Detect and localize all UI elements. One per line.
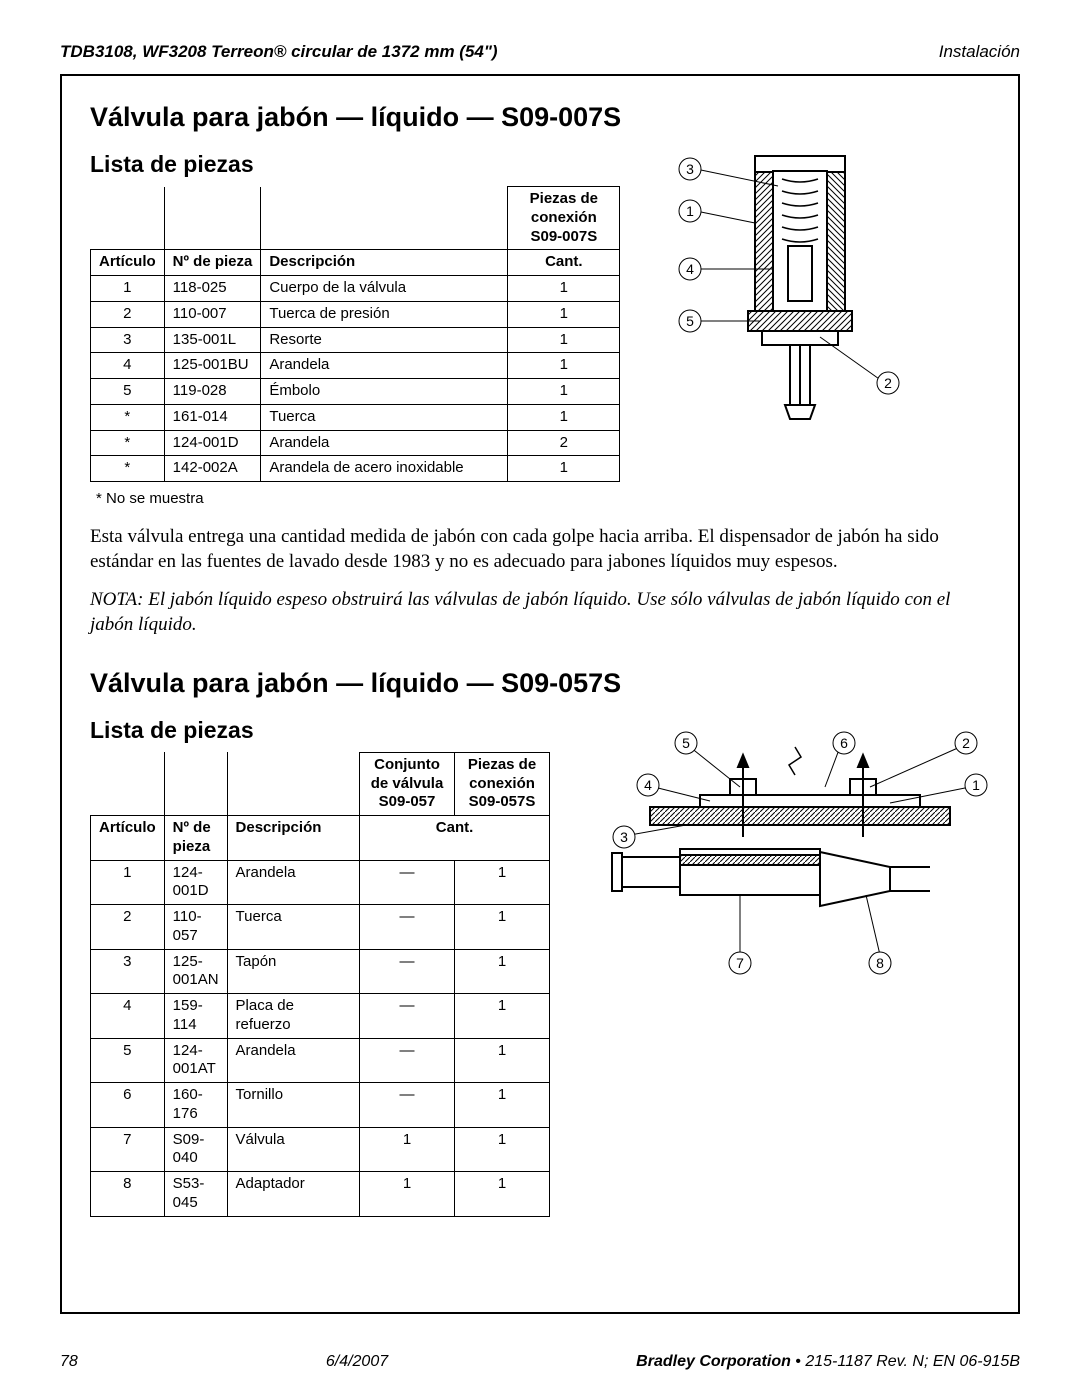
- footer-right: Bradley Corporation • 215-1187 Rev. N; E…: [636, 1353, 1020, 1371]
- table-row: 2110-007Tuerca de presión1: [91, 301, 620, 327]
- svg-text:1: 1: [686, 203, 694, 219]
- svg-text:1: 1: [972, 777, 980, 793]
- section2-subhead: Lista de piezas: [90, 717, 550, 744]
- table-row: 5119-028Émbolo1: [91, 379, 620, 405]
- top-header-b: Piezas de conexión S09-057S: [455, 752, 550, 815]
- section1-paragraph: Esta válvula entrega una cantidad medida…: [90, 525, 990, 574]
- footer-date: 6/4/2007: [78, 1353, 636, 1371]
- table-row: 1124-001DArandela—1: [91, 860, 550, 905]
- svg-text:3: 3: [620, 829, 628, 845]
- footer-page-number: 78: [60, 1353, 78, 1371]
- page-header: TDB3108, WF3208 Terreon® circular de 137…: [60, 42, 1020, 68]
- col-nopieza2: Nº de pieza: [164, 816, 227, 861]
- col-cant2: Cant.: [360, 816, 550, 861]
- col-articulo2: Artículo: [91, 816, 165, 861]
- section2-title: Válvula para jabón — líquido — S09-057S: [90, 668, 990, 699]
- page-footer: 78 6/4/2007 Bradley Corporation • 215-11…: [60, 1353, 1020, 1371]
- table-row: *142-002AArandela de acero inoxidable1: [91, 456, 620, 482]
- table-row: 4159-114Placa de refuerzo—1: [91, 994, 550, 1039]
- svg-text:8: 8: [876, 955, 884, 971]
- section2-table: Conjunto de válvula S09-057 Piezas de co…: [90, 752, 550, 1217]
- table-row: 2110-057Tuerca—1: [91, 905, 550, 950]
- header-right: Instalación: [939, 42, 1020, 62]
- table-row: 5124-001ATArandela—1: [91, 1038, 550, 1083]
- table-row: 8S53-045Adaptador11: [91, 1172, 550, 1217]
- header-left: TDB3108, WF3208 Terreon® circular de 137…: [60, 42, 498, 62]
- section1-subhead: Lista de piezas: [90, 151, 620, 178]
- table-row: 3135-001LResorte1: [91, 327, 620, 353]
- section2-diagram: 5 6 2 4 1 3 7 8: [590, 717, 990, 997]
- svg-text:6: 6: [840, 735, 848, 751]
- table-row: 4125-001BUArandela1: [91, 353, 620, 379]
- footer-docrev: • 215-1187 Rev. N; EN 06-915B: [791, 1353, 1020, 1370]
- col-cant: Cant.: [508, 250, 620, 276]
- top-header-1: Piezas de conexión S09-007S: [508, 187, 620, 250]
- section1-diagram: 3 1 4 5 2: [660, 151, 920, 441]
- table-row: 1118-025Cuerpo de la válvula1: [91, 276, 620, 302]
- svg-text:3: 3: [686, 161, 694, 177]
- top-header-a: Conjunto de válvula S09-057: [360, 752, 455, 815]
- table-row: *161-014Tuerca1: [91, 404, 620, 430]
- col-nopieza: Nº de pieza: [164, 250, 261, 276]
- svg-text:4: 4: [644, 777, 652, 793]
- table-row: 6160-176Tornillo—1: [91, 1083, 550, 1128]
- col-desc2: Descripción: [227, 816, 360, 861]
- svg-text:2: 2: [962, 735, 970, 751]
- table-row: 3125-001ANTapón—1: [91, 949, 550, 994]
- section1-footnote: * No se muestra: [96, 490, 620, 507]
- table-row: 7S09-040Válvula11: [91, 1127, 550, 1172]
- svg-text:2: 2: [884, 375, 892, 391]
- section1-table: Piezas de conexión S09-007S Artículo Nº …: [90, 186, 620, 482]
- svg-text:7: 7: [736, 955, 744, 971]
- svg-text:4: 4: [686, 261, 694, 277]
- svg-text:5: 5: [686, 313, 694, 329]
- footer-company: Bradley Corporation: [636, 1353, 791, 1370]
- content-frame: Válvula para jabón — líquido — S09-007S …: [60, 74, 1020, 1314]
- svg-text:5: 5: [682, 735, 690, 751]
- section1-title: Válvula para jabón — líquido — S09-007S: [90, 102, 990, 133]
- col-articulo: Artículo: [91, 250, 165, 276]
- section1-note: NOTA: El jabón líquido espeso obstruirá …: [90, 588, 990, 637]
- table-row: *124-001DArandela2: [91, 430, 620, 456]
- col-desc: Descripción: [261, 250, 508, 276]
